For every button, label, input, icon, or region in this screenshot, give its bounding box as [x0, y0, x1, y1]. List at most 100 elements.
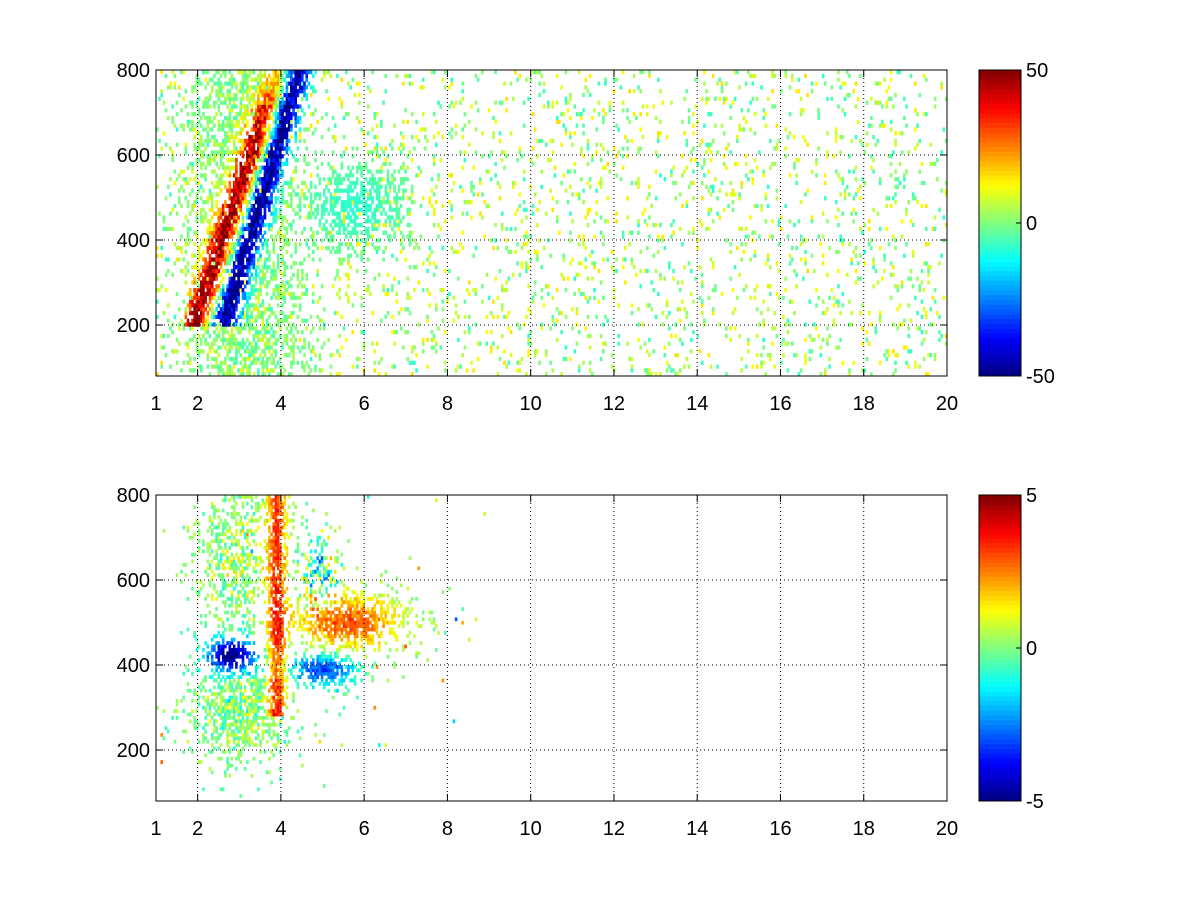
heatmap-cell: [342, 200, 346, 205]
heatmap-cell: [270, 196, 273, 201]
heatmap-cell: [812, 337, 816, 342]
heatmap-cell: [274, 276, 278, 281]
heatmap-cell: [259, 291, 262, 297]
heatmap-cell: [676, 353, 680, 358]
heatmap-cell: [232, 249, 236, 254]
heatmap-cell: [287, 180, 291, 186]
heatmap-cell: [210, 341, 214, 346]
heatmap-cell: [292, 310, 295, 316]
heatmap-cell: [331, 207, 335, 212]
heatmap-cell: [241, 215, 245, 220]
heatmap-cell: [911, 284, 915, 289]
heatmap-cell: [261, 196, 265, 201]
heatmap-cell: [239, 272, 243, 277]
heatmap-cell: [645, 303, 649, 308]
heatmap-cell: [518, 150, 522, 155]
heatmap-cell: [241, 245, 245, 251]
heatmap-cell: [764, 192, 768, 197]
heatmap-cell: [164, 272, 168, 277]
heatmap-cell: [254, 234, 258, 239]
heatmap-cell: [290, 112, 293, 117]
heatmap-cell: [700, 280, 704, 285]
heatmap-cell: [298, 104, 302, 109]
heatmap-cell: [430, 70, 434, 75]
heatmap-cell: [472, 192, 475, 197]
heatmap-cell: [263, 345, 267, 350]
heatmap-cell: [303, 226, 306, 232]
heatmap-cell: [889, 127, 893, 132]
heatmap-cell: [360, 188, 363, 193]
heatmap-cell: [257, 288, 260, 293]
heatmap-cell: [243, 238, 247, 243]
heatmap-cell: [837, 345, 840, 350]
heatmap-cell: [527, 96, 530, 101]
heatmap-cell: [261, 276, 265, 281]
heatmap-cell: [235, 211, 238, 216]
heatmap-cell: [586, 207, 590, 212]
heatmap-cell: [270, 345, 273, 350]
heatmap-cell: [371, 173, 374, 178]
heatmap-cell: [261, 200, 265, 205]
heatmap-cell: [439, 288, 443, 293]
heatmap-cell: [287, 112, 291, 117]
heatmap-cell: [230, 284, 234, 289]
heatmap-cell: [452, 249, 456, 254]
heatmap-cell: [667, 341, 671, 346]
heatmap-cell: [219, 150, 223, 155]
heatmap-cell: [276, 288, 280, 293]
heatmap-cell: [738, 226, 741, 232]
heatmap-cell: [586, 211, 590, 216]
heatmap-cell: [527, 249, 530, 254]
heatmap-cell: [206, 119, 210, 124]
heatmap-cell: [298, 203, 302, 209]
heatmap-cell: [263, 284, 267, 289]
heatmap-cell: [287, 238, 291, 243]
heatmap-cell: [252, 119, 256, 124]
heatmap-cell: [261, 154, 265, 159]
heatmap-cell: [639, 146, 642, 151]
heatmap-cell: [872, 169, 875, 174]
heatmap-cell: [689, 337, 693, 342]
heatmap-cell: [296, 77, 300, 82]
heatmap-cell: [206, 157, 210, 163]
heatmap-cell: [681, 242, 684, 247]
heatmap-cell: [228, 100, 232, 105]
heatmap-cell: [226, 268, 229, 274]
heatmap-cell: [898, 70, 902, 75]
heatmap-cell: [399, 180, 403, 186]
heatmap-cell: [659, 173, 662, 178]
heatmap-cell: [296, 70, 300, 75]
heatmap-cell: [525, 77, 528, 82]
heatmap-cell: [208, 196, 212, 201]
heatmap-cell: [632, 265, 636, 270]
heatmap-cell: [195, 161, 199, 167]
heatmap-cell: [773, 364, 777, 369]
heatmap-cell: [525, 215, 528, 220]
heatmap-cell: [533, 280, 537, 285]
heatmap-cell: [788, 112, 792, 117]
heatmap-cell: [371, 157, 374, 163]
heatmap-cell: [446, 295, 449, 300]
heatmap-cell: [221, 180, 225, 186]
heatmap-cell: [235, 135, 238, 140]
heatmap-cell: [279, 295, 282, 300]
heatmap-cell: [221, 119, 225, 124]
heatmap-cell: [243, 169, 247, 174]
heatmap-cell: [265, 360, 269, 365]
heatmap-cell: [307, 372, 311, 377]
heatmap-cell: [215, 70, 218, 75]
heatmap-cell: [865, 142, 869, 147]
heatmap-cell: [529, 257, 533, 262]
heatmap-cell: [799, 234, 803, 239]
heatmap-cell: [261, 223, 265, 228]
heatmap-cell: [215, 226, 218, 232]
heatmap-cell: [283, 226, 287, 232]
heatmap-cell: [248, 165, 251, 170]
heatmap-cell: [410, 200, 414, 205]
heatmap-cell: [421, 127, 425, 132]
heatmap-cell: [318, 196, 322, 201]
heatmap-cell: [340, 104, 344, 109]
heatmap-cell: [272, 135, 276, 140]
heatmap-cell: [281, 100, 284, 105]
heatmap-cell: [156, 276, 159, 281]
